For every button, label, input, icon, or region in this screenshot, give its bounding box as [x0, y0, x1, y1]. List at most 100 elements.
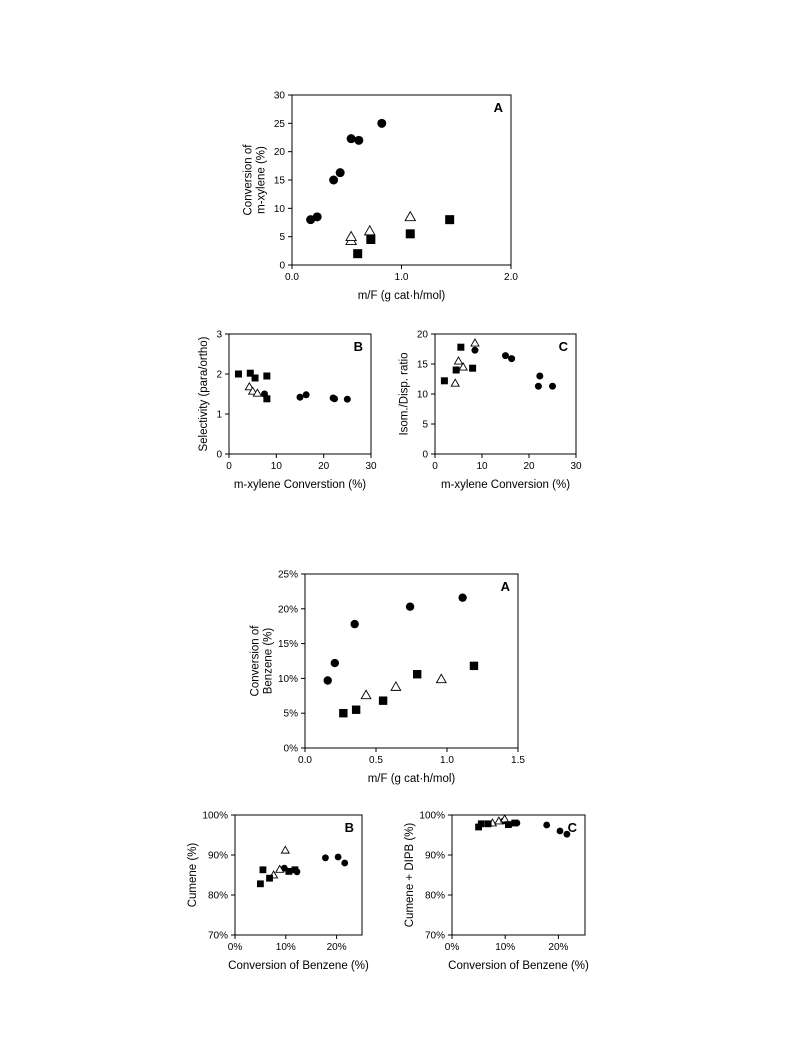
data-point-square [266, 874, 273, 882]
series-circle [261, 390, 351, 403]
data-point-triangle [435, 673, 447, 684]
y-tick-label: 10 [274, 204, 286, 215]
data-point-triangle [275, 864, 285, 873]
data-point-circle [350, 619, 359, 629]
data-point-square [257, 880, 264, 888]
data-point-circle [334, 853, 342, 861]
x-tick-label: 10 [271, 461, 283, 472]
chart-4: 0.0 0.5 1.0 1.5 0% 5% 10% 15% 20% 25% m/F (g cat·h… [250, 570, 526, 786]
data-point-square [457, 343, 465, 351]
y-tick-label: 30 [274, 91, 286, 102]
series-circle [471, 346, 556, 390]
y-tick-label: 5 [279, 232, 285, 243]
series-triangle [450, 338, 480, 387]
data-point-circle [377, 118, 387, 128]
data-point-triangle [345, 230, 358, 241]
x-tick-label: 0.0 [285, 272, 299, 283]
data-point-circle [323, 676, 332, 685]
data-point-square [469, 661, 479, 671]
x-tick-label: 20 [318, 461, 330, 472]
y-axis-label: Selectivity (para/ortho) [198, 336, 210, 451]
data-point-triangle [458, 362, 469, 371]
series-circle [306, 118, 387, 225]
x-axis-label: m-xylene Conversion (%) [441, 479, 570, 491]
panel-label: B [345, 820, 354, 835]
data-point-circle [296, 393, 304, 401]
data-point-square [469, 364, 477, 372]
y-tick-label: 20% [278, 604, 298, 615]
y-tick-label: 100% [419, 811, 445, 822]
y-axis-label: Conversion of [242, 144, 254, 216]
x-tick-label: 1.5 [511, 755, 525, 766]
data-point-square [452, 366, 460, 374]
chart-2: 0 10 20 30 0 1 2 3 m-xylene Converstion (%) Selec… [198, 330, 377, 492]
y-tick-label: 15 [417, 360, 429, 371]
data-point-circle [508, 355, 516, 363]
data-point-triangle [404, 210, 417, 222]
y-tick-label: 20 [417, 330, 429, 341]
data-point-square [445, 215, 455, 225]
x-tick-label: 10% [276, 942, 296, 953]
data-point-circle [502, 352, 509, 360]
data-point-square [339, 709, 348, 718]
data-point-square [285, 868, 293, 875]
data-point-square [353, 249, 363, 259]
data-point-circle [534, 382, 542, 390]
y-tick-label: 0 [422, 450, 428, 461]
data-point-square [251, 374, 259, 382]
data-point-triangle [360, 689, 372, 700]
chart-6: 0% 10% 20% 70% 80% 90% 100% Conversion of Benze… [404, 811, 589, 973]
data-point-circle [563, 830, 571, 838]
x-tick-label: 0.0 [298, 755, 312, 766]
x-tick-label: 0% [228, 942, 243, 953]
y-tick-label: 100% [202, 811, 228, 822]
y-tick-label: 90% [425, 851, 445, 862]
y-tick-label: 5% [284, 709, 299, 720]
series-square [234, 369, 271, 403]
plot-frame [451, 814, 586, 936]
data-point-square [405, 229, 415, 239]
x-tick-label: 10% [495, 942, 515, 953]
data-point-circle [471, 346, 479, 354]
chart-3: 0 10 20 30 0 5 10 15 20 m-xylene Conversion (%) Is… [398, 330, 582, 492]
panel-label: A [501, 579, 511, 594]
y-tick-label: 80% [208, 891, 228, 902]
data-point-square [440, 377, 448, 385]
data-point-square [263, 372, 271, 380]
y-tick-label: 90% [208, 851, 228, 862]
data-point-circle [346, 134, 356, 144]
y-axis-label: m-xylene (%) [255, 146, 267, 214]
data-point-triangle [247, 386, 258, 395]
series-triangle [244, 381, 263, 397]
y-tick-label: 10% [278, 674, 298, 685]
data-point-triangle [252, 388, 263, 397]
series-triangle [360, 673, 447, 700]
panel-label: C [559, 339, 569, 354]
x-tick-label: 20% [327, 942, 347, 953]
y-tick-label: 1 [216, 410, 222, 421]
data-point-square [366, 235, 376, 244]
y-tick-label: 25% [278, 570, 298, 581]
data-point-square [412, 670, 422, 679]
data-point-circle [335, 168, 345, 178]
data-point-triangle [244, 381, 255, 391]
x-tick-label: 1.0 [395, 272, 409, 283]
x-tick-label: 0 [226, 461, 232, 472]
y-tick-label: 70% [208, 931, 228, 942]
y-tick-label: 15% [278, 639, 298, 650]
y-tick-label: 70% [425, 931, 445, 942]
data-point-square [378, 696, 388, 705]
plot-frame [434, 333, 577, 455]
x-axis-label: m/F (g cat·h/mol) [368, 773, 456, 785]
data-point-triangle [453, 356, 464, 365]
plot-frame [304, 573, 519, 749]
data-point-circle [405, 602, 415, 611]
series-square [475, 819, 519, 831]
data-point-circle [343, 395, 351, 403]
data-point-circle [331, 395, 339, 403]
y-axis-label: Cumene + DIPB (%) [404, 823, 416, 928]
y-tick-label: 2 [216, 370, 222, 381]
x-tick-label: 0.5 [369, 755, 383, 766]
chart-1: 0.0 1.0 2.0 0 5 10 15 20 25 30 m/F (g cat·h/mol) Co… [242, 91, 518, 303]
data-point-circle [556, 827, 564, 835]
